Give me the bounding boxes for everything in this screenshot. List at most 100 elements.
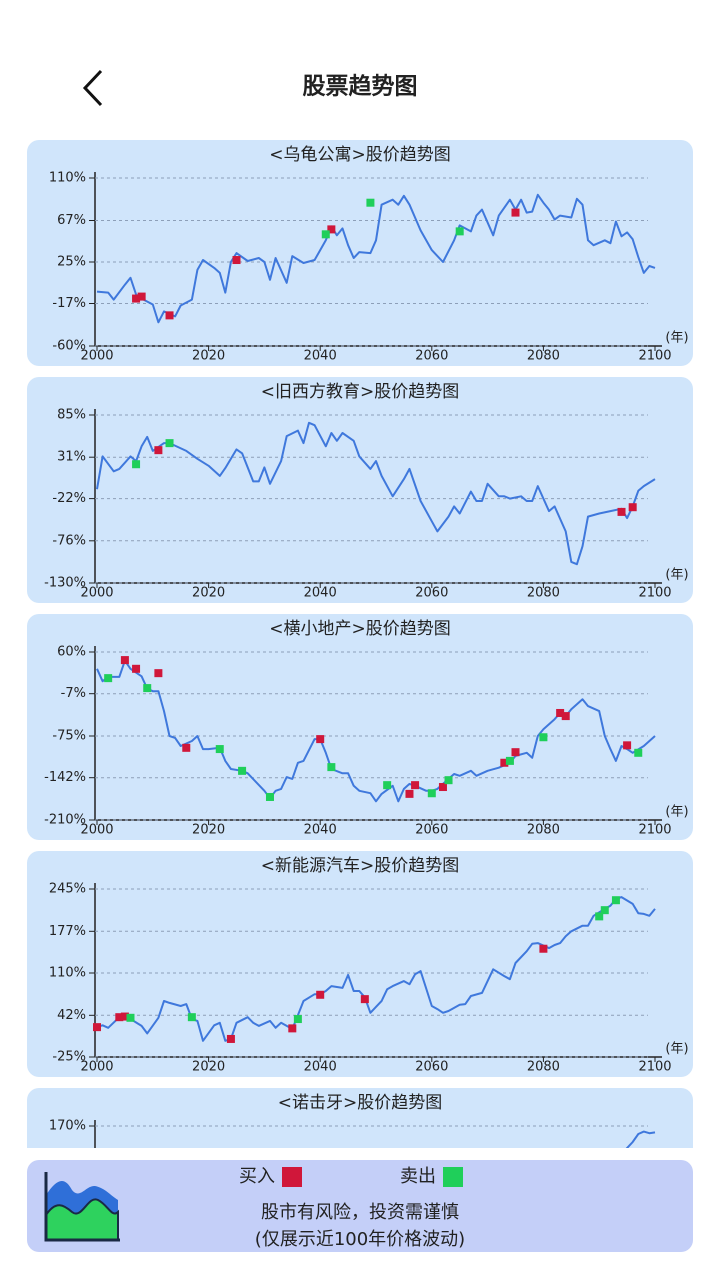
sell-marker: [600, 906, 609, 915]
y-tick-label: 31%: [57, 450, 86, 465]
buy-marker: [316, 990, 325, 999]
sell-marker: [132, 460, 141, 469]
x-tick-label: 2060: [415, 1060, 448, 1075]
back-button[interactable]: [82, 69, 103, 107]
x-tick-label: 2000: [80, 349, 113, 364]
buy-marker: [628, 503, 637, 512]
sell-marker: [444, 776, 453, 785]
chart-title: <旧西方教育>股价趋势图: [261, 382, 460, 402]
buy-marker: [617, 507, 626, 516]
page-title: 股票趋势图: [303, 74, 418, 100]
x-tick-label: 2040: [304, 1060, 337, 1075]
buy-marker: [165, 311, 174, 320]
chart-panel: [27, 614, 693, 840]
sell-marker: [383, 781, 392, 790]
x-tick-label: 2100: [638, 586, 671, 601]
x-tick-label: 2000: [80, 823, 113, 838]
y-tick-label: -60%: [52, 339, 86, 354]
y-tick-label: -17%: [52, 296, 86, 311]
y-tick-label: -142%: [44, 770, 86, 785]
chart-title: <横小地产>股价趋势图: [269, 619, 451, 639]
buy-marker: [316, 735, 325, 744]
y-tick-label: 110%: [49, 171, 86, 186]
buy-marker: [623, 741, 632, 750]
x-axis-label: (年): [665, 1042, 688, 1057]
y-tick-label: 170%: [49, 1119, 86, 1134]
buy-marker: [405, 789, 414, 798]
y-tick-label: 177%: [49, 924, 86, 939]
legend-buy-label: 买入: [239, 1166, 275, 1187]
x-tick-label: 2080: [527, 586, 560, 601]
chart-title: <诺击牙>股价趋势图: [278, 1093, 443, 1113]
y-tick-label: -7%: [61, 686, 86, 701]
y-tick-label: -130%: [44, 576, 86, 591]
sell-marker: [505, 756, 514, 765]
sell-marker: [104, 674, 113, 683]
buy-marker: [154, 446, 163, 455]
sell-marker: [455, 227, 464, 236]
sell-marker: [265, 792, 274, 801]
buy-marker: [137, 292, 146, 301]
y-tick-label: 245%: [49, 882, 86, 897]
chart-panel: [27, 1088, 693, 1148]
sell-marker: [143, 684, 152, 693]
y-tick-label: -22%: [52, 491, 86, 506]
buy-marker: [132, 294, 141, 303]
x-tick-label: 2000: [80, 586, 113, 601]
y-tick-label: 67%: [57, 213, 86, 228]
sell-marker: [215, 745, 224, 754]
y-tick-label: 42%: [57, 1008, 86, 1023]
buy-marker: [288, 1024, 297, 1033]
y-tick-label: -75%: [52, 729, 86, 744]
sell-marker: [187, 1013, 196, 1022]
buy-marker: [182, 743, 191, 752]
buy-marker: [360, 995, 369, 1004]
x-axis-label: (年): [665, 568, 688, 583]
buy-marker: [438, 783, 447, 792]
chart-title: <新能源汽车>股价趋势图: [261, 856, 460, 876]
sell-marker: [366, 198, 375, 207]
sell-marker: [126, 1013, 135, 1022]
sell-marker: [539, 733, 548, 742]
buy-marker: [120, 1012, 129, 1021]
price-line: [96, 193, 656, 324]
buy-marker: [93, 1023, 101, 1032]
footer-icon: [44, 1172, 120, 1242]
legend-sell-label: 卖出: [400, 1166, 436, 1187]
y-tick-label: -25%: [52, 1050, 86, 1065]
x-tick-label: 2060: [415, 586, 448, 601]
buy-marker: [556, 708, 565, 717]
buy-marker: [511, 208, 520, 217]
x-tick-label: 2060: [415, 823, 448, 838]
footer-panel: [27, 1160, 693, 1252]
x-tick-label: 2020: [192, 1060, 225, 1075]
buy-marker: [115, 1013, 124, 1022]
x-tick-label: 2040: [304, 586, 337, 601]
x-tick-label: 2000: [80, 1060, 113, 1075]
x-tick-label: 2020: [192, 349, 225, 364]
notice-line: 股市有风险，投资需谨慎: [261, 1202, 459, 1223]
y-tick-label: 85%: [57, 408, 86, 423]
sell-marker: [634, 748, 643, 757]
sell-marker: [321, 230, 330, 239]
x-tick-label: 2100: [638, 349, 671, 364]
legend-sell-swatch: [443, 1167, 463, 1187]
sell-marker: [238, 766, 247, 775]
sell-marker: [595, 912, 604, 921]
x-tick-label: 2020: [192, 823, 225, 838]
x-tick-label: 2100: [638, 823, 671, 838]
x-tick-label: 2040: [304, 349, 337, 364]
x-tick-label: 2020: [192, 586, 225, 601]
y-tick-label: 25%: [57, 255, 86, 270]
sell-marker: [165, 439, 174, 448]
x-tick-label: 2040: [304, 823, 337, 838]
buy-marker: [561, 712, 570, 721]
y-tick-label: -76%: [52, 533, 86, 548]
sell-marker: [327, 763, 336, 772]
x-axis-label: (年): [665, 805, 688, 820]
sell-marker: [611, 896, 620, 905]
x-tick-label: 2080: [527, 349, 560, 364]
